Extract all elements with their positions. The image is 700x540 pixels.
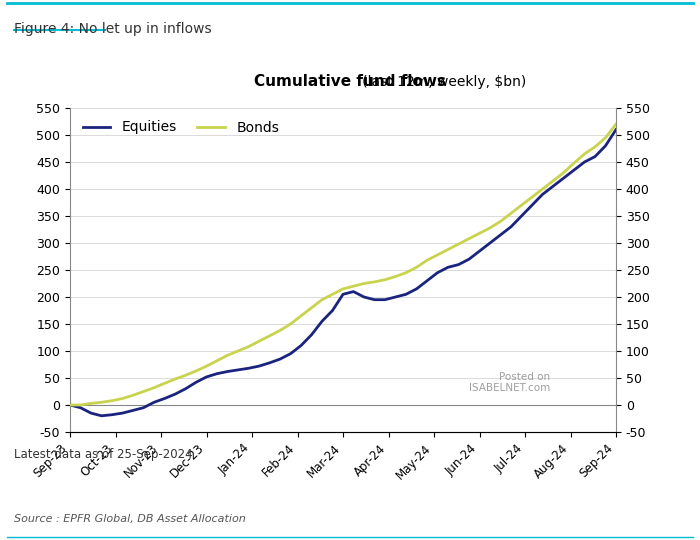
Text: Latest data as of 25-Sep-2024: Latest data as of 25-Sep-2024 [14,448,192,461]
Legend: Equities, Bonds: Equities, Bonds [77,115,285,140]
Text: Posted on
ISABELNET.com: Posted on ISABELNET.com [469,372,550,393]
Text: Figure 4: No let up in inflows: Figure 4: No let up in inflows [14,22,211,36]
Text: Source : EPFR Global, DB Asset Allocation: Source : EPFR Global, DB Asset Allocatio… [14,514,246,524]
Text: (last 12m, weekly, $bn): (last 12m, weekly, $bn) [174,75,526,89]
Text: Cumulative fund flows: Cumulative fund flows [254,74,446,89]
